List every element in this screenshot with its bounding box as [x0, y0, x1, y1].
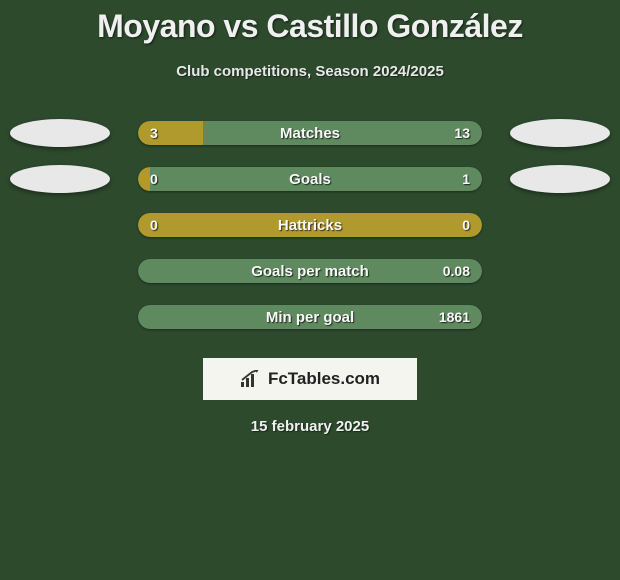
branding-text: FcTables.com: [268, 369, 380, 389]
stat-row: Goals per match0.08: [0, 248, 620, 294]
player-right-badge: [510, 119, 610, 147]
stats-area: 3Matches130Goals10Hattricks0Goals per ma…: [0, 110, 620, 340]
stat-value-right: 1: [462, 167, 470, 191]
stat-value-right: 0: [462, 213, 470, 237]
stat-row: 0Goals1: [0, 156, 620, 202]
comparison-infographic: Moyano vs Castillo González Club competi…: [0, 0, 620, 435]
stat-label: Min per goal: [138, 305, 482, 329]
chart-icon: [240, 370, 262, 388]
stat-row: 3Matches13: [0, 110, 620, 156]
stat-row: Min per goal1861: [0, 294, 620, 340]
stat-label: Matches: [138, 121, 482, 145]
date-text: 15 february 2025: [0, 418, 620, 435]
stat-bar: Goals per match0.08: [138, 259, 482, 283]
stat-value-right: 0.08: [443, 259, 470, 283]
player-left-badge: [10, 119, 110, 147]
stat-label: Hattricks: [138, 213, 482, 237]
player-right-badge: [510, 165, 610, 193]
stat-value-right: 13: [454, 121, 470, 145]
stat-bar: 0Goals1: [138, 167, 482, 191]
subtitle: Club competitions, Season 2024/2025: [0, 63, 620, 80]
stat-bar: 0Hattricks0: [138, 213, 482, 237]
stat-bar: Min per goal1861: [138, 305, 482, 329]
player-left-badge: [10, 165, 110, 193]
stat-label: Goals per match: [138, 259, 482, 283]
stat-row: 0Hattricks0: [0, 202, 620, 248]
page-title: Moyano vs Castillo González: [0, 8, 620, 45]
stat-value-right: 1861: [439, 305, 470, 329]
branding-box: FcTables.com: [203, 358, 417, 400]
stat-bar: 3Matches13: [138, 121, 482, 145]
stat-label: Goals: [138, 167, 482, 191]
